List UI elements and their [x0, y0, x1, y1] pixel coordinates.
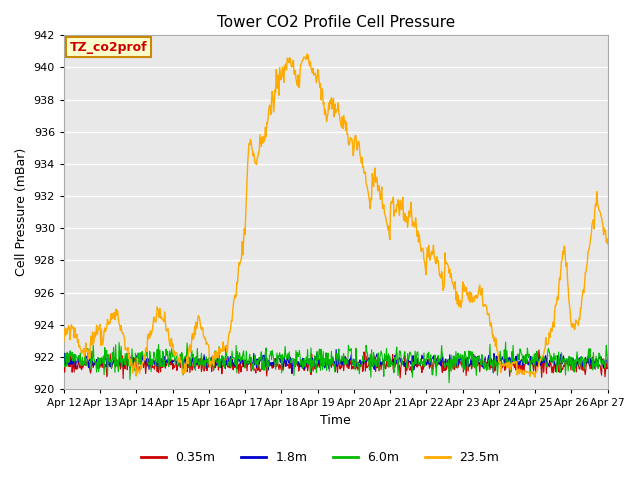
X-axis label: Time: Time	[321, 414, 351, 427]
Text: TZ_co2prof: TZ_co2prof	[69, 41, 147, 54]
Legend: 0.35m, 1.8m, 6.0m, 23.5m: 0.35m, 1.8m, 6.0m, 23.5m	[136, 446, 504, 469]
Y-axis label: Cell Pressure (mBar): Cell Pressure (mBar)	[15, 148, 28, 276]
Title: Tower CO2 Profile Cell Pressure: Tower CO2 Profile Cell Pressure	[217, 15, 455, 30]
